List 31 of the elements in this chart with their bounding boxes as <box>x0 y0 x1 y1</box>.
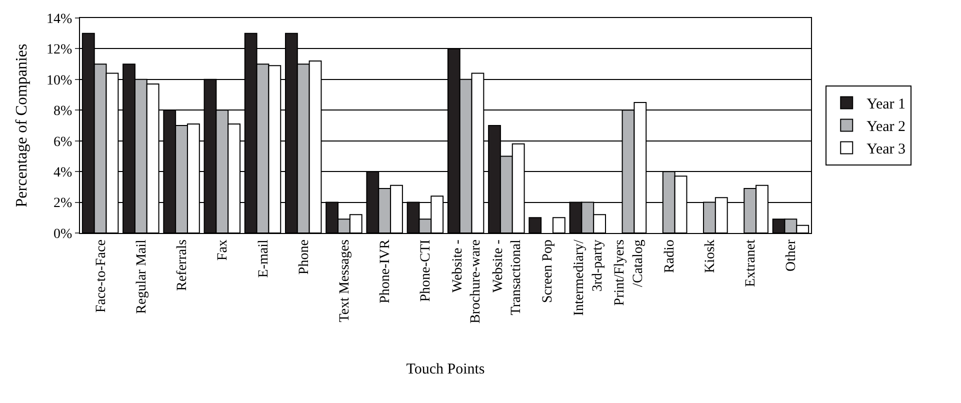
y-tick-label: 2% <box>54 196 73 212</box>
legend-label: Year 2 <box>866 119 906 136</box>
legend-label: Year 3 <box>866 142 906 158</box>
y-tick-label: 0% <box>54 226 73 242</box>
x-tick-label: Kiosk <box>703 240 718 274</box>
x-tick-label: Screen Pop <box>540 240 556 303</box>
y-tick-label: 14% <box>46 12 73 27</box>
x-tick-label: Print/Flyers /Catalog <box>612 240 646 306</box>
x-tick-label: Radio <box>662 240 678 274</box>
legend-label: Year 1 <box>866 96 906 113</box>
y-tick-label: 8% <box>54 104 73 120</box>
x-tick-label: Phone <box>296 240 312 275</box>
y-tick-label: 10% <box>46 73 73 88</box>
x-tick-label: Other <box>784 239 800 272</box>
x-tick-label: Phone-CTI <box>418 239 434 302</box>
y-axis-title: Percentage of Companies <box>13 44 30 208</box>
x-tick-label: Website - Brochure-ware <box>450 239 484 324</box>
y-tick-label: 4% <box>54 165 73 180</box>
x-tick-label: Face-to-Face <box>94 240 109 313</box>
x-tick-label: Intermediary/ 3rd-party <box>572 239 606 316</box>
x-axis-title: Touch Points <box>406 362 485 378</box>
x-tick-label: Fax <box>216 240 231 261</box>
x-tick-label: Text Messages <box>338 240 353 322</box>
x-tick-label: Phone-IVR <box>378 238 394 304</box>
x-tick-label: Website - Transactional <box>490 239 524 316</box>
x-tick-label: Extranet <box>744 239 759 288</box>
y-tick-label: 12% <box>46 42 73 58</box>
x-tick-label: Referrals <box>175 240 190 291</box>
y-tick-label: 6% <box>54 134 73 150</box>
x-tick-label: E-mail <box>256 240 272 278</box>
x-tick-label: Regular Mail <box>134 239 150 314</box>
